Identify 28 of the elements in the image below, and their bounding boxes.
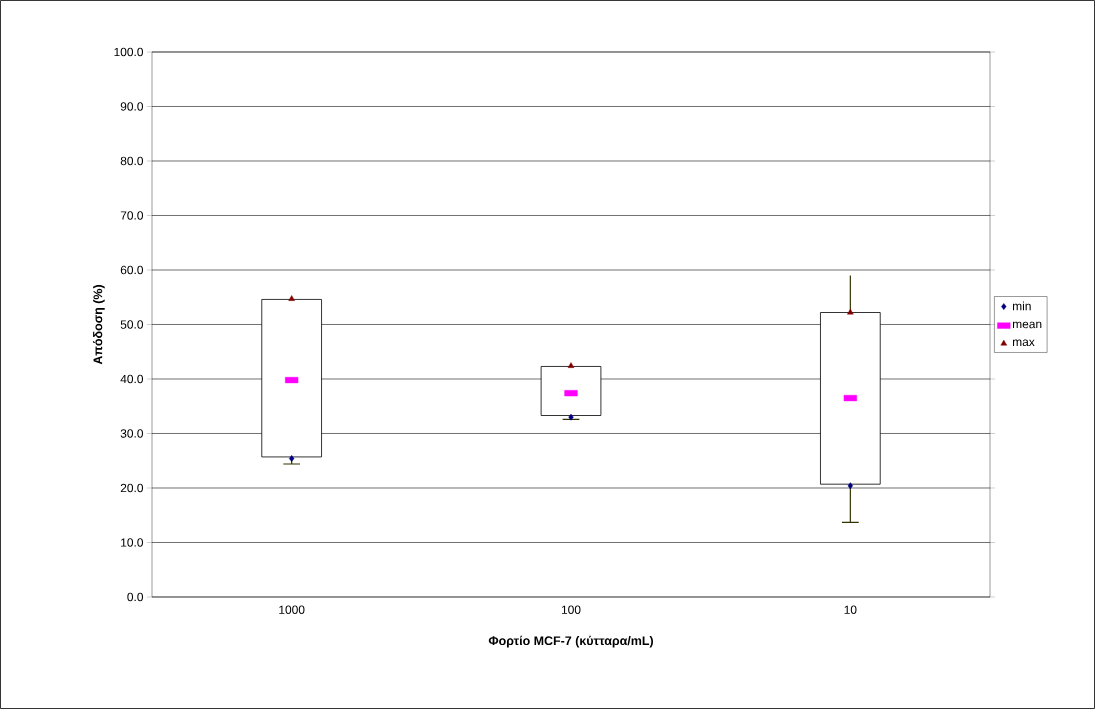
y-axis-title: Απόδοση (%)	[92, 285, 105, 365]
y-tick-label: 10.0	[121, 538, 144, 547]
candlestick	[820, 274, 881, 523]
y-tick-label: 30.0	[120, 429, 144, 438]
y-tick-label: 40.0	[120, 374, 144, 384]
y-tick-label: 50.0	[120, 320, 144, 329]
x-axis-title: Φορτίο MCF-7 (κύτταρα/mL)	[488, 635, 653, 648]
point	[847, 482, 853, 490]
y-tick-label: 60.0	[120, 265, 144, 275]
y-tick-label: 0.0	[127, 592, 144, 602]
y-tick-label: 20.0	[120, 483, 144, 493]
y-tick-label: 100.0	[114, 47, 144, 57]
legend-label: max	[1012, 339, 1035, 347]
x-tick-label: 1000	[279, 605, 305, 614]
point	[568, 413, 574, 421]
candlestick	[540, 365, 602, 420]
legend-label: min	[1012, 301, 1031, 311]
point	[847, 308, 854, 315]
candlestick	[261, 298, 322, 465]
point	[288, 295, 295, 301]
y-tick-label: 80.0	[120, 156, 144, 166]
legend-label: mean	[1012, 321, 1042, 329]
y-tick-label: 90.0	[120, 102, 144, 111]
point	[289, 455, 295, 462]
point	[567, 362, 575, 368]
x-tick-label: 100	[561, 605, 581, 614]
y-tick-label: 70.0	[120, 211, 144, 220]
x-tick-label: 10	[844, 605, 857, 614]
